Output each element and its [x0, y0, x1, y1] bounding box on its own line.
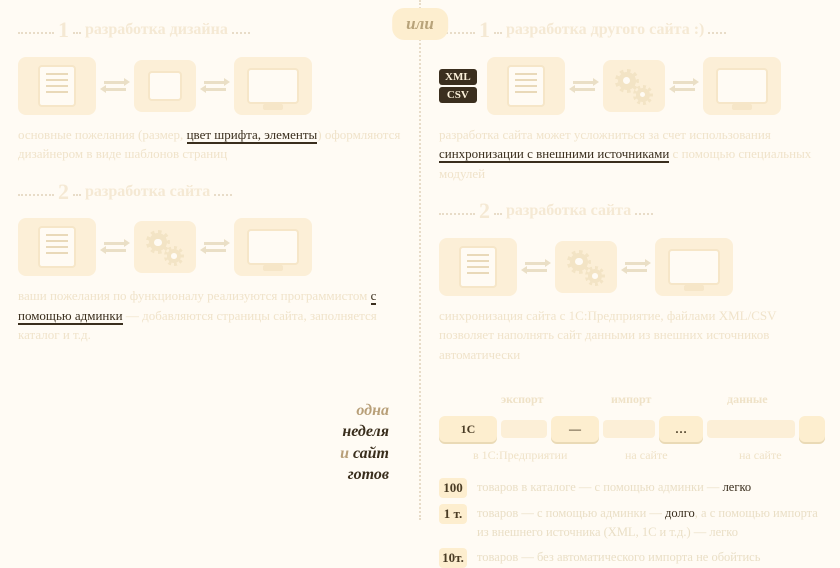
result-monitor-box-2: [234, 218, 312, 276]
scale-list-row: 1 т. товаров — с помощью админки — долго,…: [439, 504, 822, 542]
source-page-box: [18, 57, 96, 115]
result-monitor-box-r: [703, 57, 781, 115]
right-column: 1 разработка другого сайта :) XML CSV ра…: [421, 0, 840, 520]
scale-badge: 100: [439, 478, 467, 498]
scale-list-row: 100 товаров в каталоге — с помощью админк…: [439, 478, 822, 498]
gears-box-r: [603, 60, 665, 112]
right-heading-2: 2 разработка сайта: [439, 197, 822, 226]
timeline-label-top: экспорт: [501, 392, 543, 407]
or-divider-bubble: или: [392, 8, 448, 40]
timeline-node: [799, 416, 825, 442]
timeline-label-top: импорт: [611, 392, 651, 407]
result-monitor-box: [234, 57, 312, 115]
left-flow-2: [18, 218, 401, 276]
timeline-bar: [501, 420, 547, 438]
import-box: [487, 57, 565, 115]
timeline-node: —: [551, 416, 599, 442]
left-flow-1: [18, 57, 401, 115]
left-desc-1: основные пожелания (размер, цвет шрифта,…: [18, 125, 401, 164]
source-page-box-r2: [439, 238, 517, 296]
timeline-node: 1С: [439, 416, 497, 442]
two-column-layout: 1 разработка дизайна основные пожелания …: [0, 0, 840, 520]
right-heading-1: 1 разработка другого сайта :): [439, 16, 822, 45]
timeline-label-bottom: на сайте: [625, 448, 668, 463]
timeline-label-bottom: в 1С:Предприятии: [473, 448, 567, 463]
scale-badge: 10т.: [439, 548, 467, 568]
scale-list: 100 товаров в каталоге — с помощью админк…: [439, 478, 822, 568]
gears-box-r2: [555, 241, 617, 293]
format-badges: XML CSV: [439, 69, 477, 103]
right-flow-1: XML CSV: [439, 57, 822, 115]
arrows-icon: [102, 81, 128, 91]
left-heading-2: 2 разработка сайта: [18, 178, 401, 207]
result-monitor-box-r2: [655, 238, 733, 296]
scale-text: товаров — без автоматического импорта не…: [477, 548, 760, 568]
slogan: одна неделя и сайт готов: [340, 400, 389, 486]
scale-badge: 1 т.: [439, 504, 467, 524]
scale-text: товаров — с помощью админки — долго, а с…: [477, 504, 822, 542]
gears-box: [134, 221, 196, 273]
right-desc-1: разработка сайта может усложниться за сч…: [439, 125, 822, 184]
left-heading-1: 1 разработка дизайна: [18, 16, 401, 45]
scale-list-row: 10т. товаров — без автоматического импорт…: [439, 548, 822, 568]
source-page-box-2: [18, 218, 96, 276]
timeline-node: …: [659, 416, 703, 442]
timeline-bar: [707, 420, 795, 438]
palette-box: [134, 60, 196, 112]
left-column: 1 разработка дизайна основные пожелания …: [0, 0, 421, 520]
scale-text: товаров в каталоге — с помощью админки —…: [477, 478, 751, 498]
right-flow-2: [439, 238, 822, 296]
left-desc-2: ваши пожелания по функционалу реализуютс…: [18, 286, 401, 345]
gears-icon: [149, 231, 181, 263]
timeline-label-bottom: на сайте: [739, 448, 782, 463]
timeline-bar: [603, 420, 655, 438]
sync-timeline: 1С — … экспорт импорт данные в 1С:Предприятии н…: [439, 378, 822, 478]
right-desc-2: синхронизация сайта с 1С:Предприятие, фа…: [439, 306, 822, 365]
timeline-label-top: данные: [727, 392, 768, 407]
